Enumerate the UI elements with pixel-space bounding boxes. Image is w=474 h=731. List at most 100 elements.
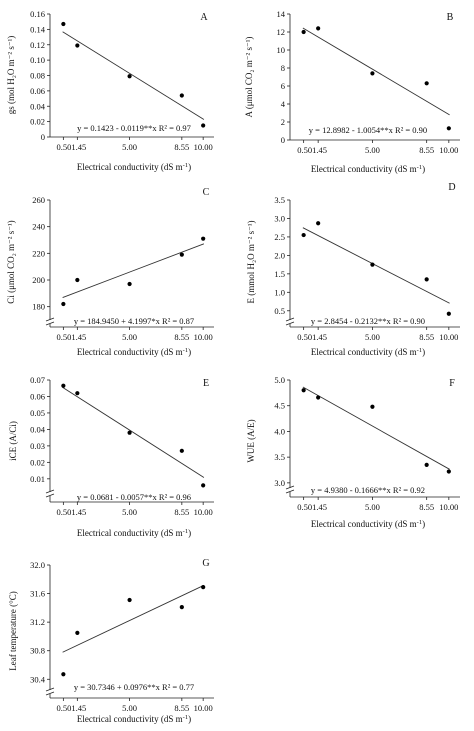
x-axis-label: Electrical conductivity (dS m-1) bbox=[77, 528, 191, 538]
x-tick-label: 10.00 bbox=[194, 703, 213, 713]
data-point bbox=[301, 29, 306, 35]
axis-break-mark bbox=[285, 317, 295, 326]
data-point bbox=[127, 597, 132, 603]
regression-line bbox=[62, 386, 205, 478]
data-point bbox=[61, 21, 66, 27]
data-point bbox=[446, 126, 451, 131]
x-tick-label: 8.55 bbox=[174, 507, 189, 517]
data-point bbox=[179, 93, 184, 98]
axis-break-mark bbox=[45, 489, 55, 498]
data-point bbox=[370, 404, 375, 409]
panel-letter: E bbox=[203, 378, 209, 389]
data-point bbox=[201, 236, 206, 241]
x-tick-label: 5.00 bbox=[122, 507, 137, 517]
y-tick-label: 0.03 bbox=[30, 441, 45, 451]
y-tick-label: 30.4 bbox=[30, 674, 46, 684]
x-tick-label: 0.501.45 bbox=[297, 332, 327, 342]
chart-panel-g: 30.4 30.8 31.2 31.6 32.0 0.501.45 5.00 8.55 10.0… bbox=[8, 558, 214, 724]
panel-letter: G bbox=[202, 558, 209, 569]
data-point bbox=[179, 252, 184, 257]
regression-line bbox=[62, 31, 205, 120]
data-point bbox=[201, 123, 206, 128]
chart-panel-d: 0.5 1.0 1.5 2.0 2.5 3.0 3.5 0.501.45 5.00 8.55 10.… bbox=[246, 182, 460, 357]
y-tick-label: 8 bbox=[281, 63, 285, 73]
y-tick-label: 0.08 bbox=[30, 71, 45, 81]
x-tick-label: 8.55 bbox=[419, 145, 434, 155]
y-tick-label: 0.06 bbox=[30, 86, 45, 96]
axis-break-mark bbox=[285, 485, 295, 494]
y-tick-label: 200 bbox=[32, 275, 45, 285]
y-tick-label: 0.10 bbox=[30, 55, 45, 65]
x-tick-label: 5.00 bbox=[365, 502, 380, 512]
x-tick-label: 10.00 bbox=[194, 507, 213, 517]
y-tick-label: 1.5 bbox=[274, 269, 285, 279]
y-tick-label: 6 bbox=[281, 81, 285, 91]
y-tick-label: 3.0 bbox=[274, 478, 285, 488]
regression-equation: y = 0.0681 - 0.0057**x R² = 0.96 bbox=[77, 492, 191, 502]
x-tick-label: 8.55 bbox=[419, 332, 434, 342]
regression-line bbox=[302, 227, 450, 304]
regression-equation: y = 30.7346 + 0.0976**x R² = 0.77 bbox=[74, 682, 194, 692]
data-point bbox=[370, 262, 375, 267]
x-tick-label: 0.501.45 bbox=[297, 145, 327, 155]
y-tick-label: 0.12 bbox=[30, 40, 45, 50]
y-tick-label: 3.5 bbox=[274, 195, 285, 205]
y-tick-label: 0.04 bbox=[30, 101, 46, 111]
y-tick-label: 3.5 bbox=[274, 452, 285, 462]
x-tick-label: 0.501.45 bbox=[56, 703, 86, 713]
regression-equation: y = 184.9450 + 4.1997*x R² = 0.87 bbox=[74, 316, 194, 326]
y-tick-label: 12 bbox=[277, 27, 286, 37]
x-tick-label: 5.00 bbox=[365, 145, 380, 155]
y-tick-label: 0.04 bbox=[30, 424, 46, 434]
x-tick-label: 5.00 bbox=[365, 332, 380, 342]
y-tick-label: 0.5 bbox=[274, 306, 285, 316]
y-tick-label: 5.0 bbox=[274, 375, 285, 385]
data-point bbox=[179, 605, 184, 610]
x-axis-label: Electrical conductivity (dS m-1) bbox=[311, 347, 425, 357]
data-point bbox=[201, 585, 206, 590]
y-tick-label: 4 bbox=[281, 99, 286, 109]
data-point bbox=[316, 395, 321, 400]
y-tick-label: 2.0 bbox=[274, 250, 285, 260]
data-point bbox=[75, 43, 80, 48]
y-tick-label: 31.6 bbox=[30, 589, 45, 599]
x-tick-label: 10.00 bbox=[194, 142, 213, 152]
data-point bbox=[424, 462, 429, 467]
panel-letter: C bbox=[203, 187, 210, 198]
x-tick-label: 0.501.45 bbox=[56, 507, 86, 517]
data-point bbox=[316, 221, 321, 226]
data-point bbox=[61, 383, 66, 388]
data-point bbox=[127, 281, 132, 287]
y-tick-label: 0.16 bbox=[30, 9, 45, 19]
y-tick-label: 240 bbox=[32, 222, 45, 232]
y-tick-label: 0.07 bbox=[30, 375, 45, 385]
y-tick-label: 2.5 bbox=[274, 232, 285, 242]
regression-line bbox=[302, 386, 450, 470]
chart-panel-e: 0.01 0.02 0.03 0.04 0.05 0.06 0.07 0.501.45 5.00… bbox=[8, 375, 214, 538]
y-tick-label: 0.14 bbox=[30, 24, 46, 34]
regression-equation: y = 4.9380 - 0.1666**x R² = 0.92 bbox=[311, 485, 425, 495]
y-tick-label: 0.02 bbox=[30, 457, 45, 467]
axis-break-mark bbox=[45, 317, 55, 326]
data-point bbox=[75, 630, 80, 635]
y-axis-label: gs (mol H₂O m⁻² s⁻¹) bbox=[6, 36, 16, 115]
y-tick-label: 180 bbox=[32, 302, 45, 312]
x-tick-label: 8.55 bbox=[174, 332, 189, 342]
x-tick-label: 10.00 bbox=[194, 332, 213, 342]
data-point bbox=[127, 430, 132, 435]
y-tick-label: 3.0 bbox=[274, 213, 285, 223]
y-tick-label: 14 bbox=[277, 9, 286, 19]
x-axis-label: Electrical conductivity (dS m-1) bbox=[77, 347, 191, 357]
data-point bbox=[61, 672, 66, 677]
x-tick-label: 5.00 bbox=[122, 332, 137, 342]
y-tick-label: 2 bbox=[281, 117, 285, 127]
x-tick-label: 8.55 bbox=[419, 502, 434, 512]
x-tick-label: 0.501.45 bbox=[297, 502, 327, 512]
x-tick-label: 10.00 bbox=[439, 145, 458, 155]
x-tick-label: 8.55 bbox=[174, 703, 189, 713]
data-point bbox=[424, 277, 429, 282]
y-tick-label: 1.0 bbox=[274, 287, 285, 297]
x-axis-label: Electrical conductivity (dS m-1) bbox=[311, 519, 425, 529]
y-axis-label: iCE (A/Ci) bbox=[8, 421, 18, 461]
data-point bbox=[201, 483, 206, 488]
